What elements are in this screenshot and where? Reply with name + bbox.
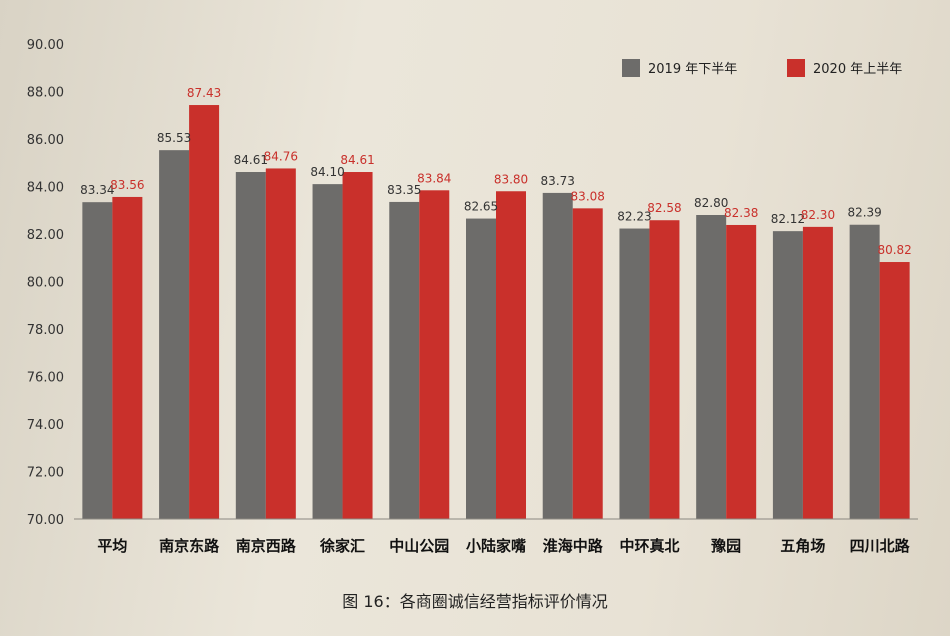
legend: 2019 年下半年 2020 年上半年 (622, 59, 902, 77)
value-labels: 83.3483.5685.5387.4384.6184.7684.1084.61… (80, 86, 912, 257)
data-label-2019-h2: 85.53 (157, 131, 191, 145)
x-axis: 平均 南京东路 南京西路 徐家汇 中山公园 小陆家嘴 淮海中路 中环真北 豫园 五角场 四川北路 (74, 518, 918, 555)
bar-2020-h1 (342, 172, 373, 519)
x-category-label: 淮海中路 (543, 537, 604, 555)
bar-2019-h2 (696, 215, 727, 519)
data-label-2020-h1: 80.82 (877, 243, 911, 257)
x-category-label: 豫园 (711, 537, 741, 555)
bar-2020-h1 (572, 208, 603, 519)
bar-2019-h2 (619, 228, 650, 519)
legend-swatch-2020-h1 (787, 59, 805, 77)
y-tick-label: 70.00 (27, 513, 64, 528)
y-tick-label: 88.00 (27, 86, 64, 101)
bar-2020-h1 (419, 190, 450, 520)
data-label-2019-h2: 82.80 (694, 196, 728, 210)
data-label-2019-h2: 84.10 (310, 165, 344, 179)
data-label-2019-h2: 83.34 (80, 183, 114, 197)
y-tick-label: 82.00 (27, 228, 64, 243)
x-category-label: 中环真北 (619, 537, 679, 555)
figure-caption: 图 16：各商圈诚信经营指标评价情况 (342, 592, 608, 611)
data-label-2019-h2: 82.65 (464, 200, 498, 214)
x-category-label: 南京东路 (159, 537, 220, 555)
y-tick-label: 90.00 (27, 38, 64, 53)
x-category-label: 南京西路 (236, 537, 297, 555)
data-label-2020-h1: 87.43 (187, 86, 221, 100)
y-tick-label: 86.00 (27, 133, 64, 148)
data-label-2019-h2: 84.61 (234, 153, 268, 167)
bar-2019-h2 (542, 192, 573, 519)
data-label-2020-h1: 83.08 (571, 189, 605, 203)
x-category-label: 徐家汇 (319, 537, 365, 555)
bar-2019-h2 (772, 231, 803, 519)
x-category-label: 四川北路 (850, 537, 911, 555)
y-tick-label: 74.00 (27, 418, 64, 433)
bar-2020-h1 (112, 196, 143, 519)
data-label-2020-h1: 82.30 (801, 208, 835, 222)
data-label-2020-h1: 84.61 (340, 153, 374, 167)
bar-2020-h1 (265, 168, 296, 519)
data-label-2019-h2: 82.39 (847, 206, 881, 220)
bar-2019-h2 (389, 201, 420, 519)
y-tick-label: 76.00 (27, 371, 64, 386)
y-tick-label: 80.00 (27, 276, 64, 291)
x-category-label: 平均 (97, 537, 127, 555)
y-axis: 70.00 72.00 74.00 76.00 78.00 80.00 82.00 84.00… (27, 38, 64, 528)
bar-group (82, 105, 910, 520)
bar-2019-h2 (235, 172, 266, 519)
bar-2020-h1 (802, 226, 833, 519)
legend-swatch-2019-h2 (622, 59, 640, 77)
y-tick-label: 78.00 (27, 323, 64, 338)
bar-chart: 70.00 72.00 74.00 76.00 78.00 80.00 82.00 84.00… (27, 38, 918, 555)
bar-2020-h1 (649, 220, 680, 519)
data-label-2019-h2: 82.12 (771, 212, 805, 226)
bar-2019-h2 (849, 224, 880, 520)
x-category-label: 小陆家嘴 (466, 537, 526, 555)
data-label-2019-h2: 82.23 (617, 210, 651, 224)
data-label-2020-h1: 83.56 (110, 178, 144, 192)
data-label-2020-h1: 82.38 (724, 206, 758, 220)
y-tick-label: 72.00 (27, 466, 64, 481)
data-label-2019-h2: 83.73 (541, 174, 575, 188)
x-category-label: 五角场 (780, 537, 825, 555)
x-category-label: 中山公园 (389, 537, 449, 555)
y-tick-label: 84.00 (27, 181, 64, 196)
data-label-2020-h1: 83.84 (417, 171, 451, 185)
legend-label-2019-h2: 2019 年下半年 (648, 62, 737, 77)
bar-2020-h1 (189, 105, 220, 519)
bar-2019-h2 (312, 184, 343, 519)
bar-2020-h1 (496, 191, 526, 519)
bar-2020-h1 (879, 262, 910, 519)
data-label-2020-h1: 83.80 (494, 172, 528, 186)
data-label-2020-h1: 84.76 (264, 149, 298, 163)
legend-label-2020-h1: 2020 年上半年 (813, 62, 902, 77)
data-label-2020-h1: 82.58 (647, 201, 681, 215)
bar-2019-h2 (466, 218, 496, 519)
data-label-2019-h2: 83.35 (387, 183, 421, 197)
bar-2019-h2 (159, 150, 190, 519)
bar-2020-h1 (726, 224, 757, 519)
bar-2019-h2 (82, 202, 113, 520)
